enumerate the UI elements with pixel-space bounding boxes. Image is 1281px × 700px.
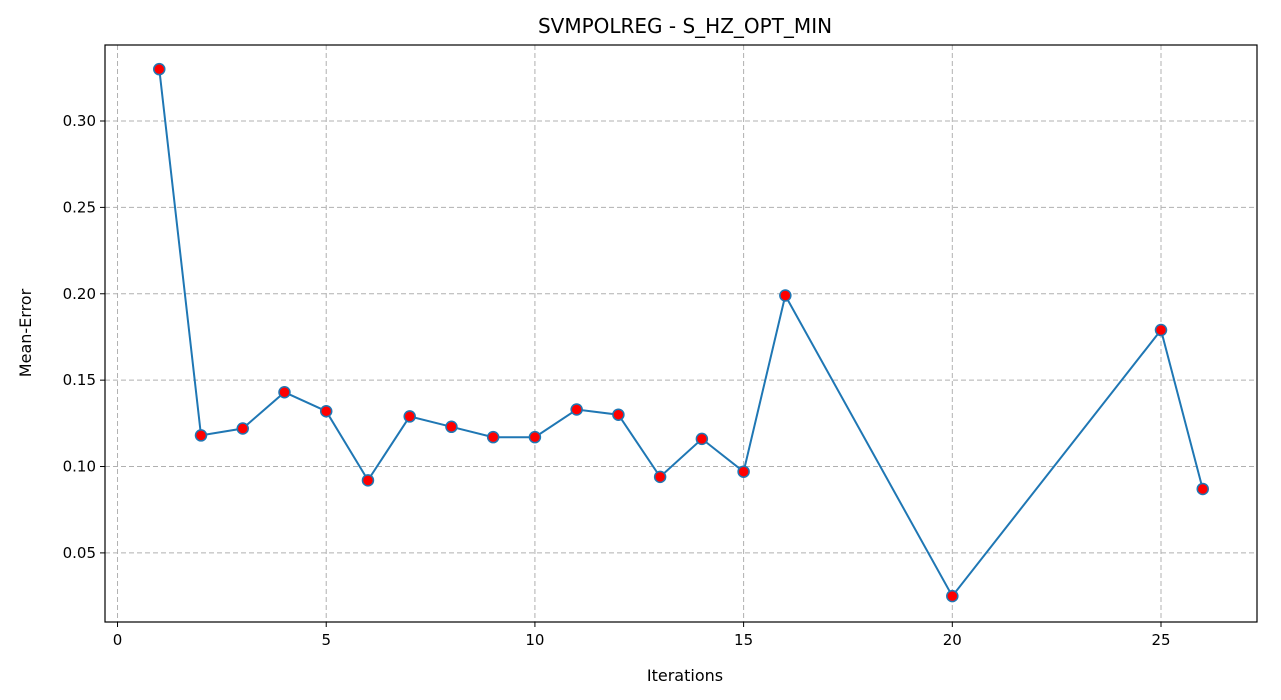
series-line-group — [153, 62, 1209, 603]
data-point — [403, 410, 416, 423]
data-point — [653, 470, 667, 484]
data-point — [779, 289, 792, 302]
x-tick-label: 20 — [943, 631, 962, 649]
data-point — [361, 474, 375, 487]
series-line — [158, 69, 1204, 598]
y-tick-label: 0.10 — [63, 458, 96, 476]
x-tick-label: 10 — [525, 631, 544, 649]
data-point — [278, 385, 291, 399]
data-point — [486, 430, 500, 444]
x-tick-label: 15 — [734, 631, 753, 649]
grid — [105, 45, 1257, 622]
data-point — [612, 408, 625, 421]
x-axis: 0 5 10 15 20 25 — [113, 622, 1171, 649]
data-point — [445, 420, 458, 434]
data-point — [570, 403, 583, 416]
data-point — [737, 465, 750, 478]
y-tick-label: 0.20 — [63, 285, 96, 303]
x-tick-label: 0 — [113, 631, 123, 649]
data-point — [1154, 323, 1168, 337]
x-tick-label: 25 — [1151, 631, 1170, 649]
y-tick-label: 0.25 — [63, 198, 96, 216]
data-point — [695, 432, 709, 446]
y-tick-label: 0.30 — [63, 112, 96, 130]
data-point — [319, 404, 333, 418]
data-point — [946, 589, 959, 603]
y-tick-label: 0.15 — [63, 371, 96, 389]
data-point — [194, 429, 208, 442]
data-point — [528, 430, 542, 444]
data-point — [153, 62, 166, 76]
y-axis-label: Mean-Error — [16, 288, 35, 377]
chart-title: SVMPOLREG - S_HZ_OPT_MIN — [538, 14, 832, 38]
data-point — [236, 422, 249, 435]
plot-frame — [104, 44, 1258, 623]
y-axis: 0.05 0.10 0.15 0.20 0.25 0.30 — [63, 112, 105, 562]
x-axis-label: Iterations — [647, 666, 723, 685]
y-tick-label: 0.05 — [63, 544, 96, 562]
data-point — [1196, 482, 1209, 496]
x-tick-label: 5 — [321, 631, 331, 649]
